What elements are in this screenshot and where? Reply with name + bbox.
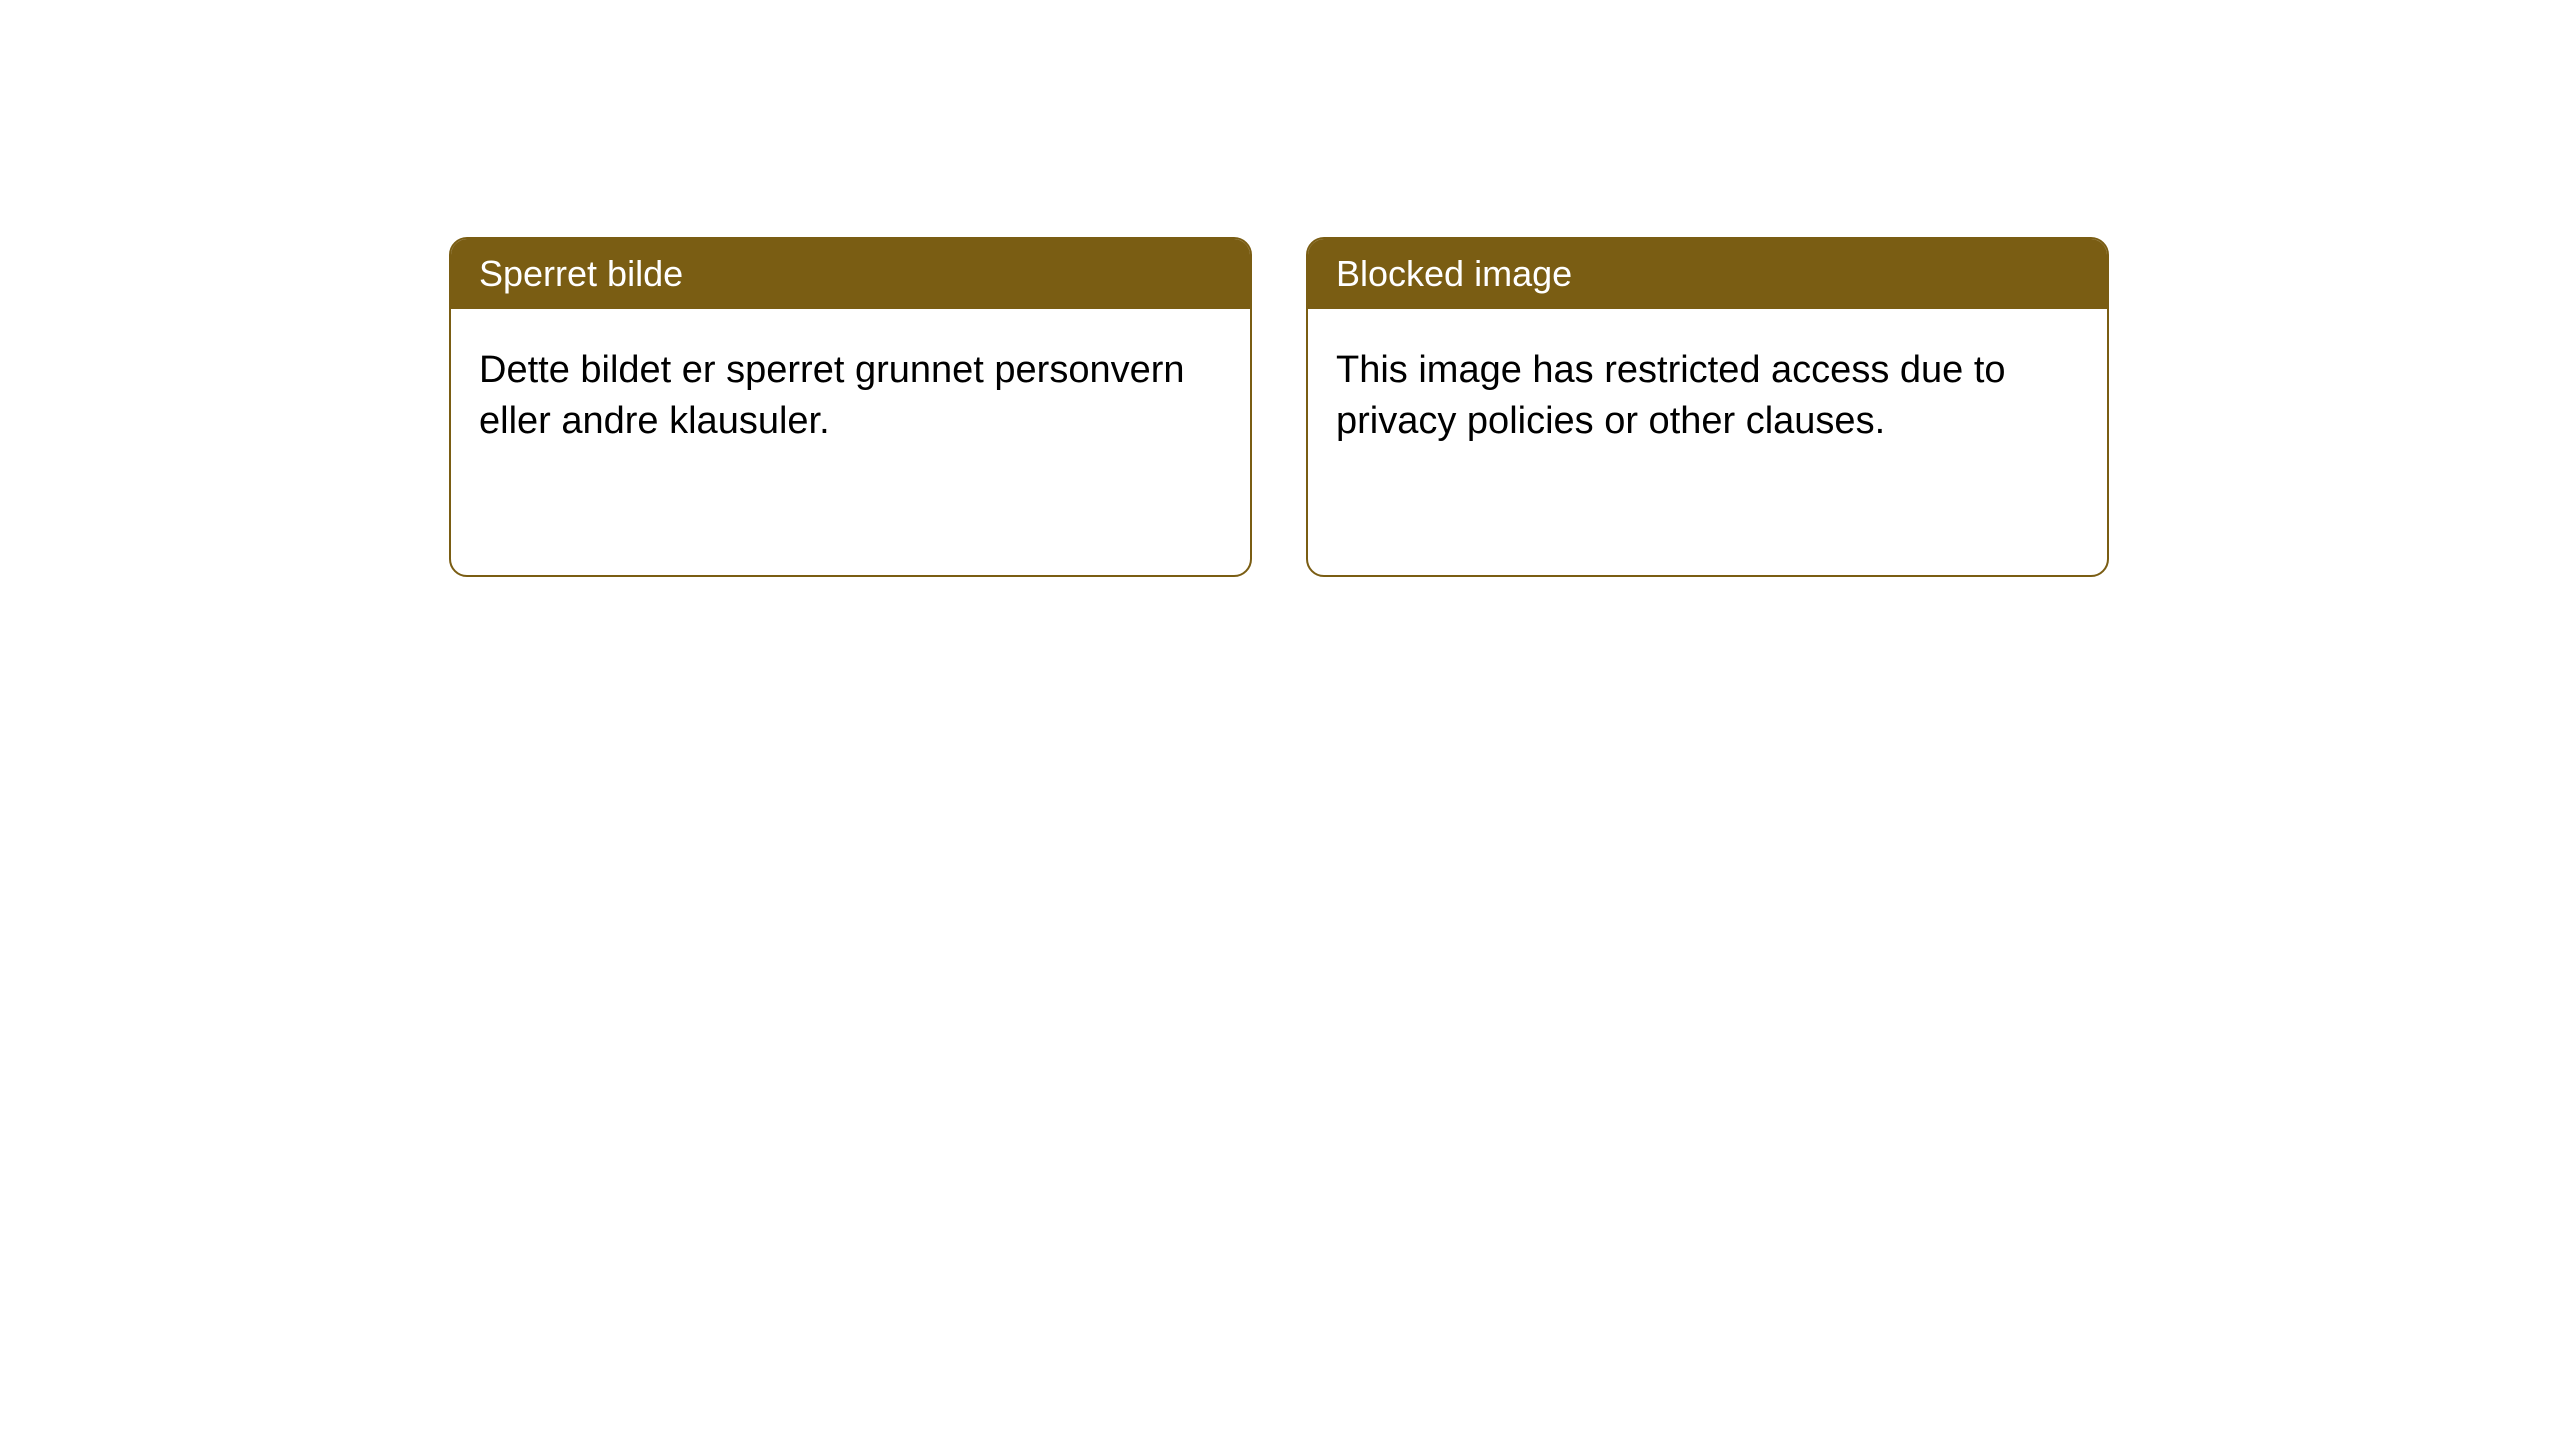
card-body-text: Dette bildet er sperret grunnet personve…	[479, 349, 1185, 442]
card-body: Dette bildet er sperret grunnet personve…	[451, 309, 1250, 484]
card-header: Sperret bilde	[451, 239, 1250, 309]
card-title: Blocked image	[1336, 253, 1572, 294]
notice-cards-container: Sperret bilde Dette bildet er sperret gr…	[449, 237, 2109, 577]
notice-card-norwegian: Sperret bilde Dette bildet er sperret gr…	[449, 237, 1252, 577]
card-header: Blocked image	[1308, 239, 2107, 309]
card-body: This image has restricted access due to …	[1308, 309, 2107, 484]
card-title: Sperret bilde	[479, 253, 683, 294]
notice-card-english: Blocked image This image has restricted …	[1306, 237, 2109, 577]
card-body-text: This image has restricted access due to …	[1336, 349, 2006, 442]
